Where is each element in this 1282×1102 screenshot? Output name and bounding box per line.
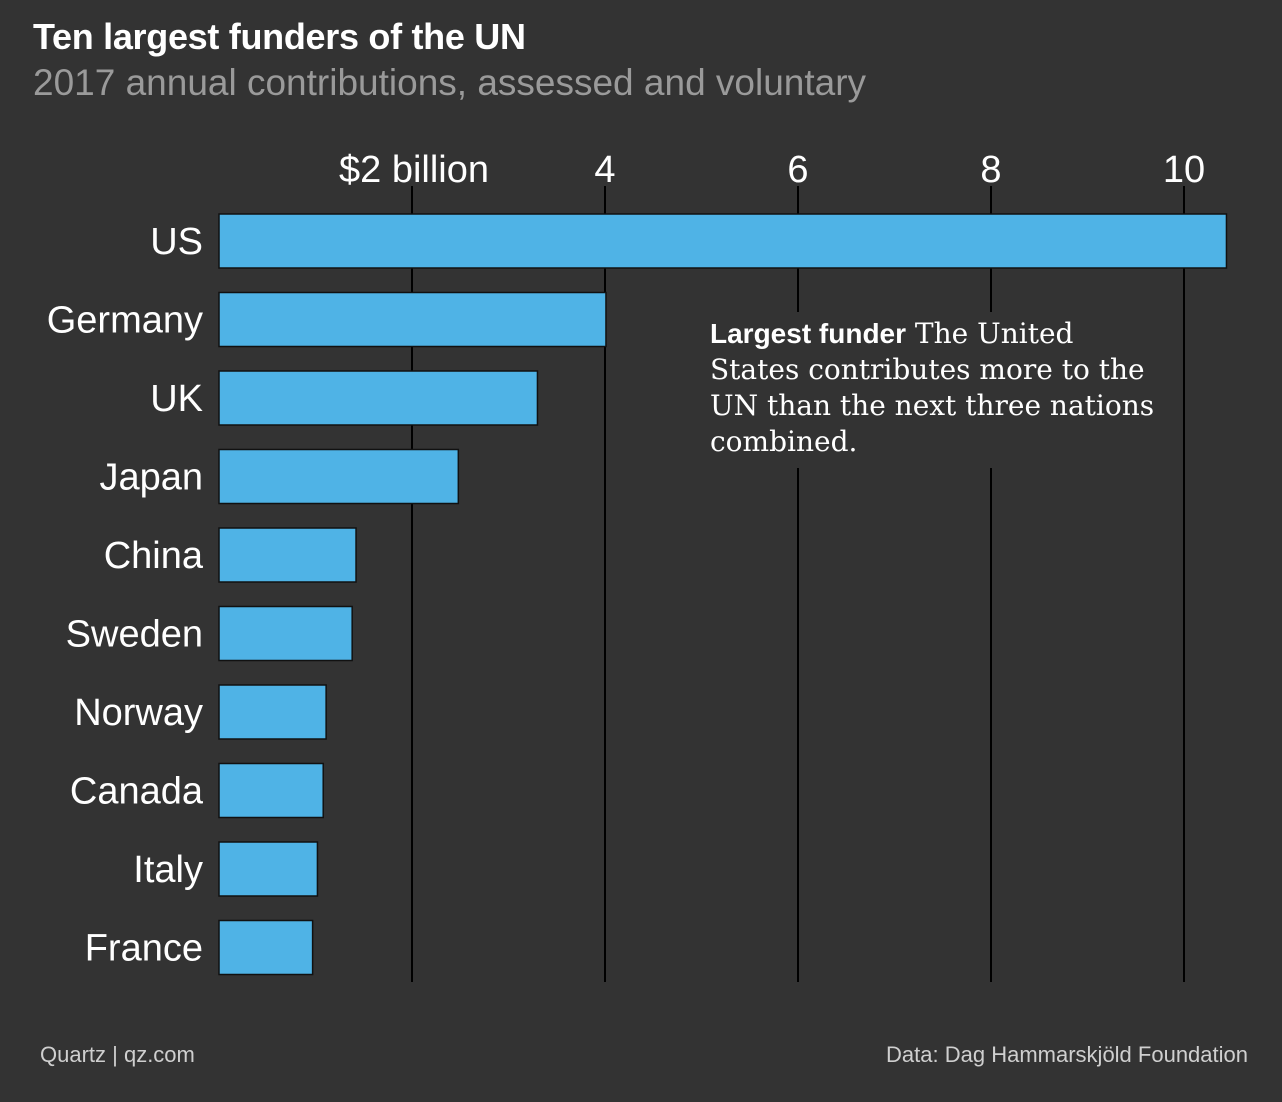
category-label-germany: Germany: [47, 300, 203, 342]
annotation-text: The United States contributes more to th…: [710, 317, 1155, 458]
annotation-lead: Largest funder: [710, 318, 907, 349]
chart-title: Ten largest funders of the UN: [33, 16, 526, 57]
bar-uk: [218, 370, 539, 426]
category-labels: US Germany UK Japan China Sweden Norway Canada I…: [47, 221, 204, 970]
bar-germany: [218, 291, 607, 348]
bar-france: [218, 919, 314, 976]
chart-subtitle: 2017 annual contributions, assessed and …: [33, 62, 867, 103]
category-label-italy: Italy: [133, 849, 203, 891]
footer-source: Data: Dag Hammarskjöld Foundation: [886, 1042, 1248, 1067]
bars: [218, 213, 1228, 976]
bar-china: [218, 527, 357, 583]
tick-label-6: 6: [787, 149, 808, 191]
bar-japan: [218, 448, 460, 505]
annotation: Largest funder The United States contrib…: [704, 312, 1176, 468]
bar-italy: [218, 841, 319, 897]
category-label-sweden: Sweden: [66, 614, 203, 656]
bar-norway: [218, 684, 327, 740]
category-label-uk: UK: [150, 378, 203, 420]
bar-us: [218, 213, 1228, 269]
footer-credit: Quartz | qz.com: [40, 1042, 195, 1067]
bar-canada: [218, 762, 324, 819]
category-label-china: China: [104, 535, 204, 577]
tick-label-10: 10: [1163, 149, 1205, 191]
tick-labels: $2 billion 4 6 8 10: [339, 149, 1205, 191]
category-label-canada: Canada: [70, 771, 204, 813]
tick-label-4: 4: [594, 149, 615, 191]
category-label-norway: Norway: [74, 692, 203, 734]
tick-label-2: $2 billion: [339, 149, 489, 191]
category-label-japan: Japan: [99, 457, 203, 499]
category-label-france: France: [85, 928, 203, 970]
tick-label-8: 8: [980, 149, 1001, 191]
bar-sweden: [218, 605, 353, 662]
category-label-us: US: [150, 221, 203, 263]
